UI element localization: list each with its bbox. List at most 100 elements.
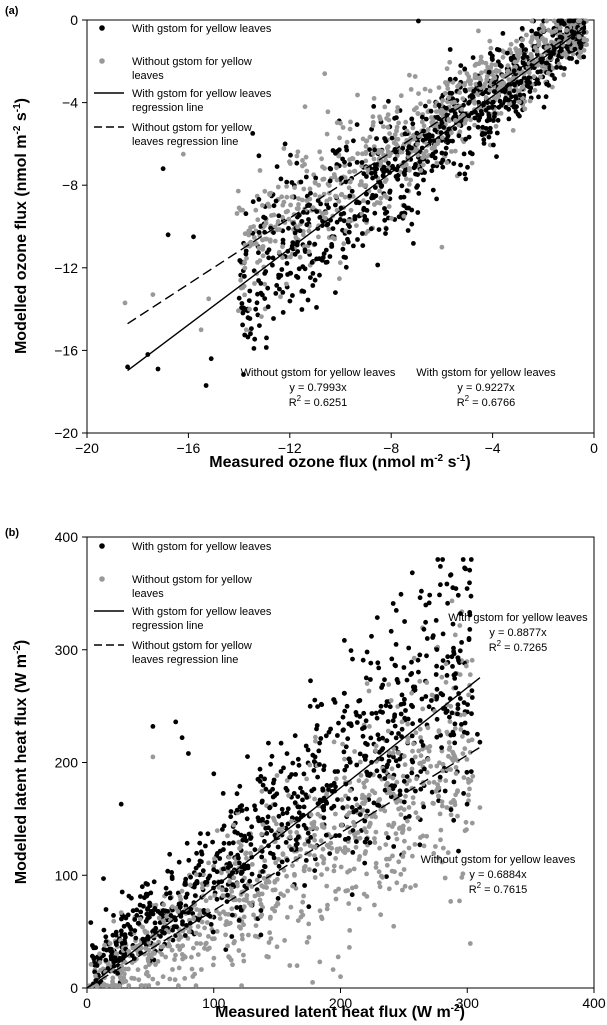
point-with-gstom [317, 762, 322, 767]
point-with-gstom [581, 29, 587, 35]
point-with-gstom [350, 850, 356, 855]
point-with-gstom [260, 869, 265, 874]
point-without-gstom [248, 239, 254, 245]
point-with-gstom [257, 779, 263, 784]
point-without-gstom [288, 202, 293, 208]
point-without-gstom [298, 914, 304, 920]
point-without-gstom [405, 721, 411, 727]
point-without-gstom [347, 810, 352, 816]
point-with-gstom [139, 884, 145, 890]
point-with-gstom [292, 733, 298, 739]
point-without-gstom [449, 598, 455, 604]
point-without-gstom [374, 200, 380, 205]
point-with-gstom [125, 912, 131, 918]
point-without-gstom [378, 116, 383, 122]
point-without-gstom [321, 191, 327, 197]
point-without-gstom [319, 872, 324, 877]
point-without-gstom [443, 661, 449, 667]
point-without-gstom [581, 47, 587, 53]
point-with-gstom [391, 754, 396, 760]
point-without-gstom [516, 54, 522, 60]
point-with-gstom [312, 868, 318, 873]
point-without-gstom [160, 974, 166, 980]
point-without-gstom [529, 18, 535, 24]
point-without-gstom [367, 724, 372, 729]
point-without-gstom [189, 966, 195, 972]
point-without-gstom [347, 945, 352, 950]
point-with-gstom [130, 908, 136, 914]
legend-label: leaves [132, 588, 164, 600]
point-with-gstom [348, 721, 354, 727]
point-with-gstom [567, 55, 572, 61]
x-tick-label: 0 [83, 995, 91, 1011]
point-with-gstom [457, 648, 463, 654]
point-without-gstom [241, 922, 247, 928]
point-without-gstom [176, 965, 182, 971]
point-with-gstom [395, 176, 401, 182]
point-with-gstom [345, 736, 351, 742]
point-with-gstom [275, 896, 281, 901]
point-without-gstom [420, 155, 426, 161]
regression-lines-b [86, 677, 481, 989]
x-tick-label: −20 [75, 440, 99, 456]
point-with-gstom [368, 677, 373, 682]
y-tick-label: −16 [54, 342, 78, 358]
point-with-gstom [452, 721, 458, 727]
point-with-gstom [352, 214, 358, 219]
point-without-gstom [494, 95, 499, 100]
point-with-gstom [271, 316, 276, 321]
point-with-gstom [464, 801, 470, 807]
point-with-gstom [183, 876, 189, 882]
point-with-gstom [462, 66, 468, 72]
point-with-gstom [244, 816, 250, 822]
point-without-gstom [267, 191, 272, 197]
point-without-gstom [317, 149, 323, 155]
point-with-gstom [405, 228, 411, 233]
point-without-gstom [237, 897, 242, 903]
point-without-gstom [394, 128, 399, 134]
point-without-gstom [301, 867, 307, 873]
point-without-gstom [394, 836, 400, 842]
point-with-gstom [249, 871, 255, 877]
point-without-gstom [172, 957, 177, 962]
y-tick-label: 400 [55, 529, 79, 545]
point-without-gstom [348, 207, 354, 213]
point-without-gstom [232, 861, 238, 866]
point-with-gstom [364, 191, 369, 197]
point-with-gstom [234, 807, 240, 813]
point-without-gstom [452, 799, 457, 805]
point-without-gstom [561, 72, 567, 78]
point-without-gstom [398, 812, 404, 817]
point-with-gstom [378, 703, 384, 709]
point-with-gstom [243, 251, 249, 257]
point-with-gstom [162, 930, 167, 936]
point-without-gstom [449, 100, 455, 106]
point-without-gstom [436, 855, 441, 861]
point-with-gstom [558, 65, 564, 70]
point-with-gstom [374, 166, 379, 172]
point-without-gstom [410, 795, 416, 800]
point-with-gstom [330, 226, 336, 232]
point-with-gstom [283, 840, 289, 845]
point-with-gstom [349, 188, 355, 194]
point-with-gstom [437, 592, 442, 598]
point-without-gstom [126, 983, 132, 989]
point-without-gstom [532, 45, 538, 50]
point-without-gstom [110, 975, 116, 981]
point-without-gstom [246, 932, 251, 938]
point-with-gstom [248, 842, 254, 847]
point-with-gstom [434, 196, 439, 202]
point-with-gstom [183, 903, 189, 909]
point-with-gstom [160, 166, 166, 172]
point-with-gstom [242, 332, 248, 338]
point-with-gstom [333, 150, 338, 156]
point-without-gstom [195, 952, 201, 957]
point-with-gstom [423, 602, 429, 608]
point-with-gstom [373, 185, 378, 190]
point-with-gstom [456, 658, 461, 663]
point-with-gstom [163, 908, 168, 914]
point-without-gstom [242, 265, 248, 271]
point-without-gstom [532, 87, 538, 93]
point-with-gstom [442, 788, 448, 794]
point-with-gstom [463, 136, 468, 142]
